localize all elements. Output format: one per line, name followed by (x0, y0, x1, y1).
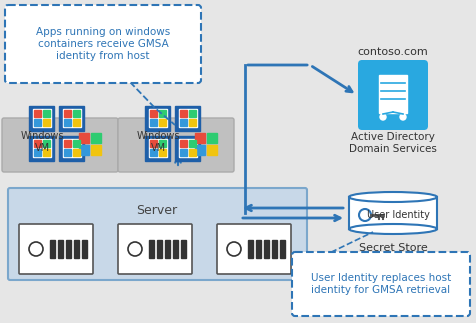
Bar (43, 110, 50, 117)
Bar (180, 110, 187, 117)
Bar (263, 240, 268, 258)
Bar (64, 140, 71, 147)
Bar (73, 119, 79, 126)
Bar (60, 136, 84, 161)
Bar (34, 149, 41, 156)
Bar (175, 106, 200, 130)
Bar (63, 109, 81, 127)
Bar (33, 109, 51, 127)
Bar (188, 140, 195, 147)
Bar (90, 133, 101, 143)
Bar (43, 119, 50, 126)
FancyBboxPatch shape (5, 5, 200, 83)
FancyBboxPatch shape (357, 60, 427, 130)
FancyBboxPatch shape (291, 252, 469, 316)
Bar (348, 197, 436, 229)
Bar (279, 240, 284, 258)
Bar (180, 149, 187, 156)
Bar (175, 136, 200, 161)
Bar (173, 240, 178, 258)
Bar (79, 145, 89, 155)
Bar (43, 149, 50, 156)
Bar (188, 149, 195, 156)
Bar (149, 109, 167, 127)
Bar (145, 136, 170, 161)
FancyBboxPatch shape (118, 118, 234, 172)
Bar (159, 149, 165, 156)
Bar (195, 145, 205, 155)
Bar (33, 139, 51, 157)
Bar (271, 240, 277, 258)
Ellipse shape (348, 224, 436, 234)
Bar (66, 240, 71, 258)
Bar (63, 139, 81, 157)
Bar (180, 140, 187, 147)
Bar (34, 110, 41, 117)
Text: User Identity: User Identity (366, 210, 428, 220)
Text: Apps running on windows
containers receive GMSA
identity from host: Apps running on windows containers recei… (36, 27, 170, 61)
Bar (64, 110, 71, 117)
Bar (64, 149, 71, 156)
Text: Secret Store: Secret Store (358, 243, 426, 253)
Bar (159, 119, 165, 126)
Bar (149, 240, 154, 258)
Bar (73, 149, 79, 156)
Bar (207, 133, 217, 143)
Ellipse shape (348, 192, 436, 202)
FancyBboxPatch shape (19, 224, 93, 274)
Bar (82, 240, 87, 258)
Bar (180, 119, 187, 126)
Bar (157, 240, 162, 258)
FancyBboxPatch shape (118, 224, 192, 274)
Text: Server: Server (136, 203, 177, 216)
Bar (150, 149, 157, 156)
Bar (150, 140, 157, 147)
Bar (188, 110, 195, 117)
FancyBboxPatch shape (2, 118, 118, 172)
Bar (79, 133, 89, 143)
Bar (195, 133, 205, 143)
Bar (60, 106, 84, 130)
Bar (159, 140, 165, 147)
Bar (180, 240, 186, 258)
Bar (58, 240, 63, 258)
Bar (150, 110, 157, 117)
Bar (159, 110, 165, 117)
Bar (50, 240, 55, 258)
Bar (74, 240, 79, 258)
Bar (207, 145, 217, 155)
FancyBboxPatch shape (217, 224, 290, 274)
Bar (248, 240, 252, 258)
Bar (73, 110, 79, 117)
Bar (188, 119, 195, 126)
Bar (34, 140, 41, 147)
Bar (149, 139, 167, 157)
Bar (34, 119, 41, 126)
Text: contoso.com: contoso.com (357, 47, 427, 57)
Bar (178, 139, 197, 157)
Circle shape (379, 114, 385, 120)
Bar (64, 119, 71, 126)
Bar (73, 140, 79, 147)
Bar (165, 240, 169, 258)
Bar (178, 109, 197, 127)
Bar (150, 119, 157, 126)
Circle shape (387, 102, 397, 112)
Bar (43, 140, 50, 147)
Bar (145, 106, 170, 130)
Text: Windows
VM: Windows VM (20, 131, 64, 153)
Bar (256, 240, 260, 258)
Text: Windows
VM: Windows VM (136, 131, 179, 153)
Bar (378, 75, 406, 113)
Text: Active Directory
Domain Services: Active Directory Domain Services (348, 132, 436, 154)
Text: User Identity replaces host
identity for GMSA retrieval: User Identity replaces host identity for… (310, 273, 450, 295)
Bar (90, 145, 101, 155)
Circle shape (399, 114, 405, 120)
FancyBboxPatch shape (8, 188, 307, 280)
Bar (30, 106, 54, 130)
Bar (30, 136, 54, 161)
